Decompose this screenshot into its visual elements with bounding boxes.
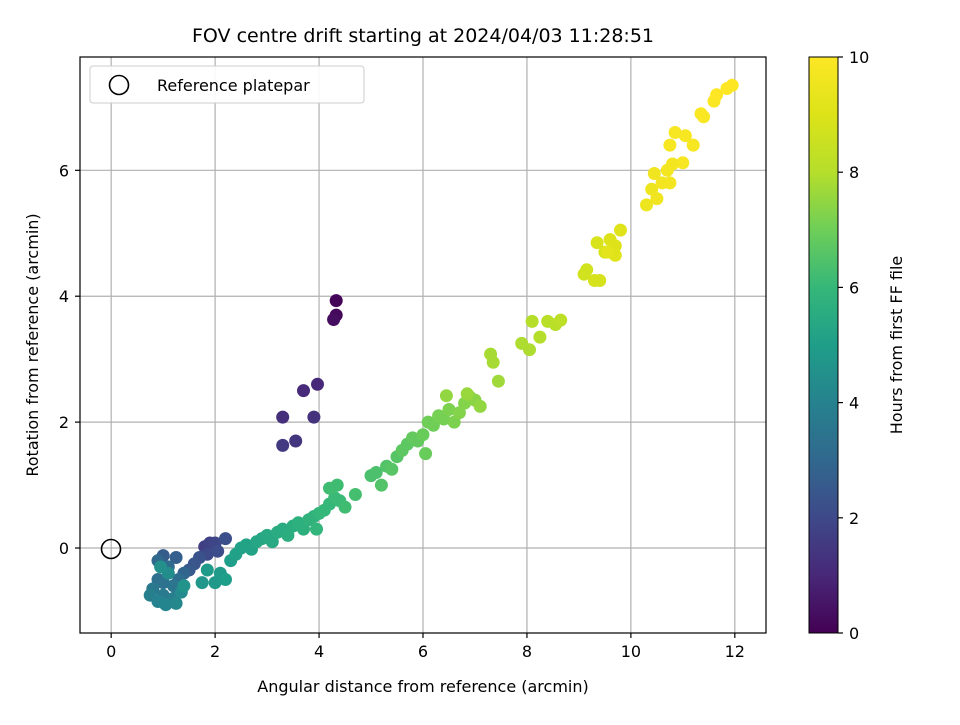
data-point (276, 438, 290, 452)
data-point (297, 384, 310, 398)
x-tick-label: 4 (314, 642, 324, 661)
data-point (159, 598, 173, 612)
colorbar-tick-label: 4 (849, 394, 859, 413)
x-axis-ticks: 0 2 4 6 8 10 12 (106, 633, 745, 661)
x-tick-label: 8 (522, 642, 532, 661)
data-point (580, 263, 594, 277)
data-point (442, 403, 456, 416)
data-point (348, 488, 362, 501)
data-point (374, 478, 388, 492)
data-point (647, 167, 661, 180)
data-point (439, 389, 453, 403)
data-point (437, 412, 451, 426)
data-point (310, 522, 323, 536)
data-point (416, 428, 430, 442)
data-point (452, 406, 466, 420)
data-point (525, 314, 539, 328)
data-point (676, 156, 690, 170)
data-point (697, 110, 711, 124)
data-point (614, 223, 627, 237)
data-point (338, 500, 352, 514)
y-tick-label: 4 (59, 287, 69, 306)
data-point (211, 544, 225, 558)
data-point (601, 245, 614, 259)
legend-box (89, 65, 365, 104)
data-point (276, 410, 290, 424)
data-point (650, 192, 664, 206)
legend: Reference platepar (89, 65, 365, 104)
grid-lines (80, 57, 766, 633)
data-point (385, 462, 399, 476)
data-point (169, 551, 183, 564)
y-axis-label: Rotation from reference (arcmin) (23, 213, 42, 476)
data-point (219, 532, 232, 546)
data-point (154, 560, 168, 574)
data-point (329, 294, 343, 308)
data-point (590, 236, 604, 250)
data-point (533, 330, 547, 344)
colorbar-gradient (808, 56, 839, 634)
legend-entry-reference-platepar: Reference platepar (157, 76, 310, 95)
colorbar: 0 2 4 6 8 10 Hours from first FF file (808, 48, 906, 643)
data-point (593, 274, 607, 287)
data-point (725, 78, 739, 92)
x-tick-label: 0 (106, 642, 116, 661)
data-point (666, 157, 679, 171)
data-point (200, 563, 214, 577)
data-point (554, 313, 568, 327)
colorbar-tick-label: 0 (849, 624, 859, 643)
data-point (640, 198, 653, 212)
data-point (484, 347, 498, 361)
colorbar-tick-label: 2 (849, 509, 859, 528)
data-point (369, 466, 383, 479)
x-tick-label: 10 (621, 642, 641, 661)
data-point (177, 579, 191, 593)
colorbar-tick-label: 10 (849, 48, 869, 67)
y-tick-label: 0 (59, 539, 69, 558)
data-point (473, 399, 487, 413)
chart-title: FOV centre drift starting at 2024/04/03 … (192, 25, 654, 47)
data-point (219, 573, 232, 586)
y-tick-label: 6 (59, 161, 69, 180)
data-point (678, 129, 692, 143)
y-axis-ticks: 0 2 4 6 (59, 161, 80, 558)
x-axis-label: Angular distance from reference (arcmin) (257, 677, 588, 696)
colorbar-label: Hours from first FF file (887, 256, 906, 435)
reference-platepar-marker (100, 538, 122, 560)
data-point (668, 126, 682, 139)
data-point (330, 478, 344, 492)
data-point (307, 410, 321, 424)
colorbar-ticks: 0 2 4 6 8 10 (838, 48, 869, 643)
data-point (710, 88, 724, 102)
x-tick-label: 2 (210, 642, 220, 661)
data-point (663, 176, 677, 190)
colorbar-tick-label: 8 (849, 163, 859, 182)
data-point (311, 377, 324, 391)
colorbar-tick-label: 6 (849, 278, 859, 297)
data-point (686, 138, 700, 152)
data-point (195, 576, 209, 590)
y-tick-label: 2 (59, 413, 69, 432)
data-point (523, 343, 536, 357)
data-point (460, 387, 474, 401)
data-point (169, 596, 183, 610)
data-point (289, 434, 303, 448)
data-point (327, 313, 341, 326)
legend-marker-icon (108, 74, 130, 96)
data-points (143, 78, 739, 612)
data-point (491, 374, 505, 388)
data-point (426, 418, 440, 432)
x-tick-label: 12 (725, 642, 745, 661)
data-point (419, 447, 433, 461)
data-point (663, 138, 677, 152)
x-tick-label: 6 (418, 642, 428, 661)
